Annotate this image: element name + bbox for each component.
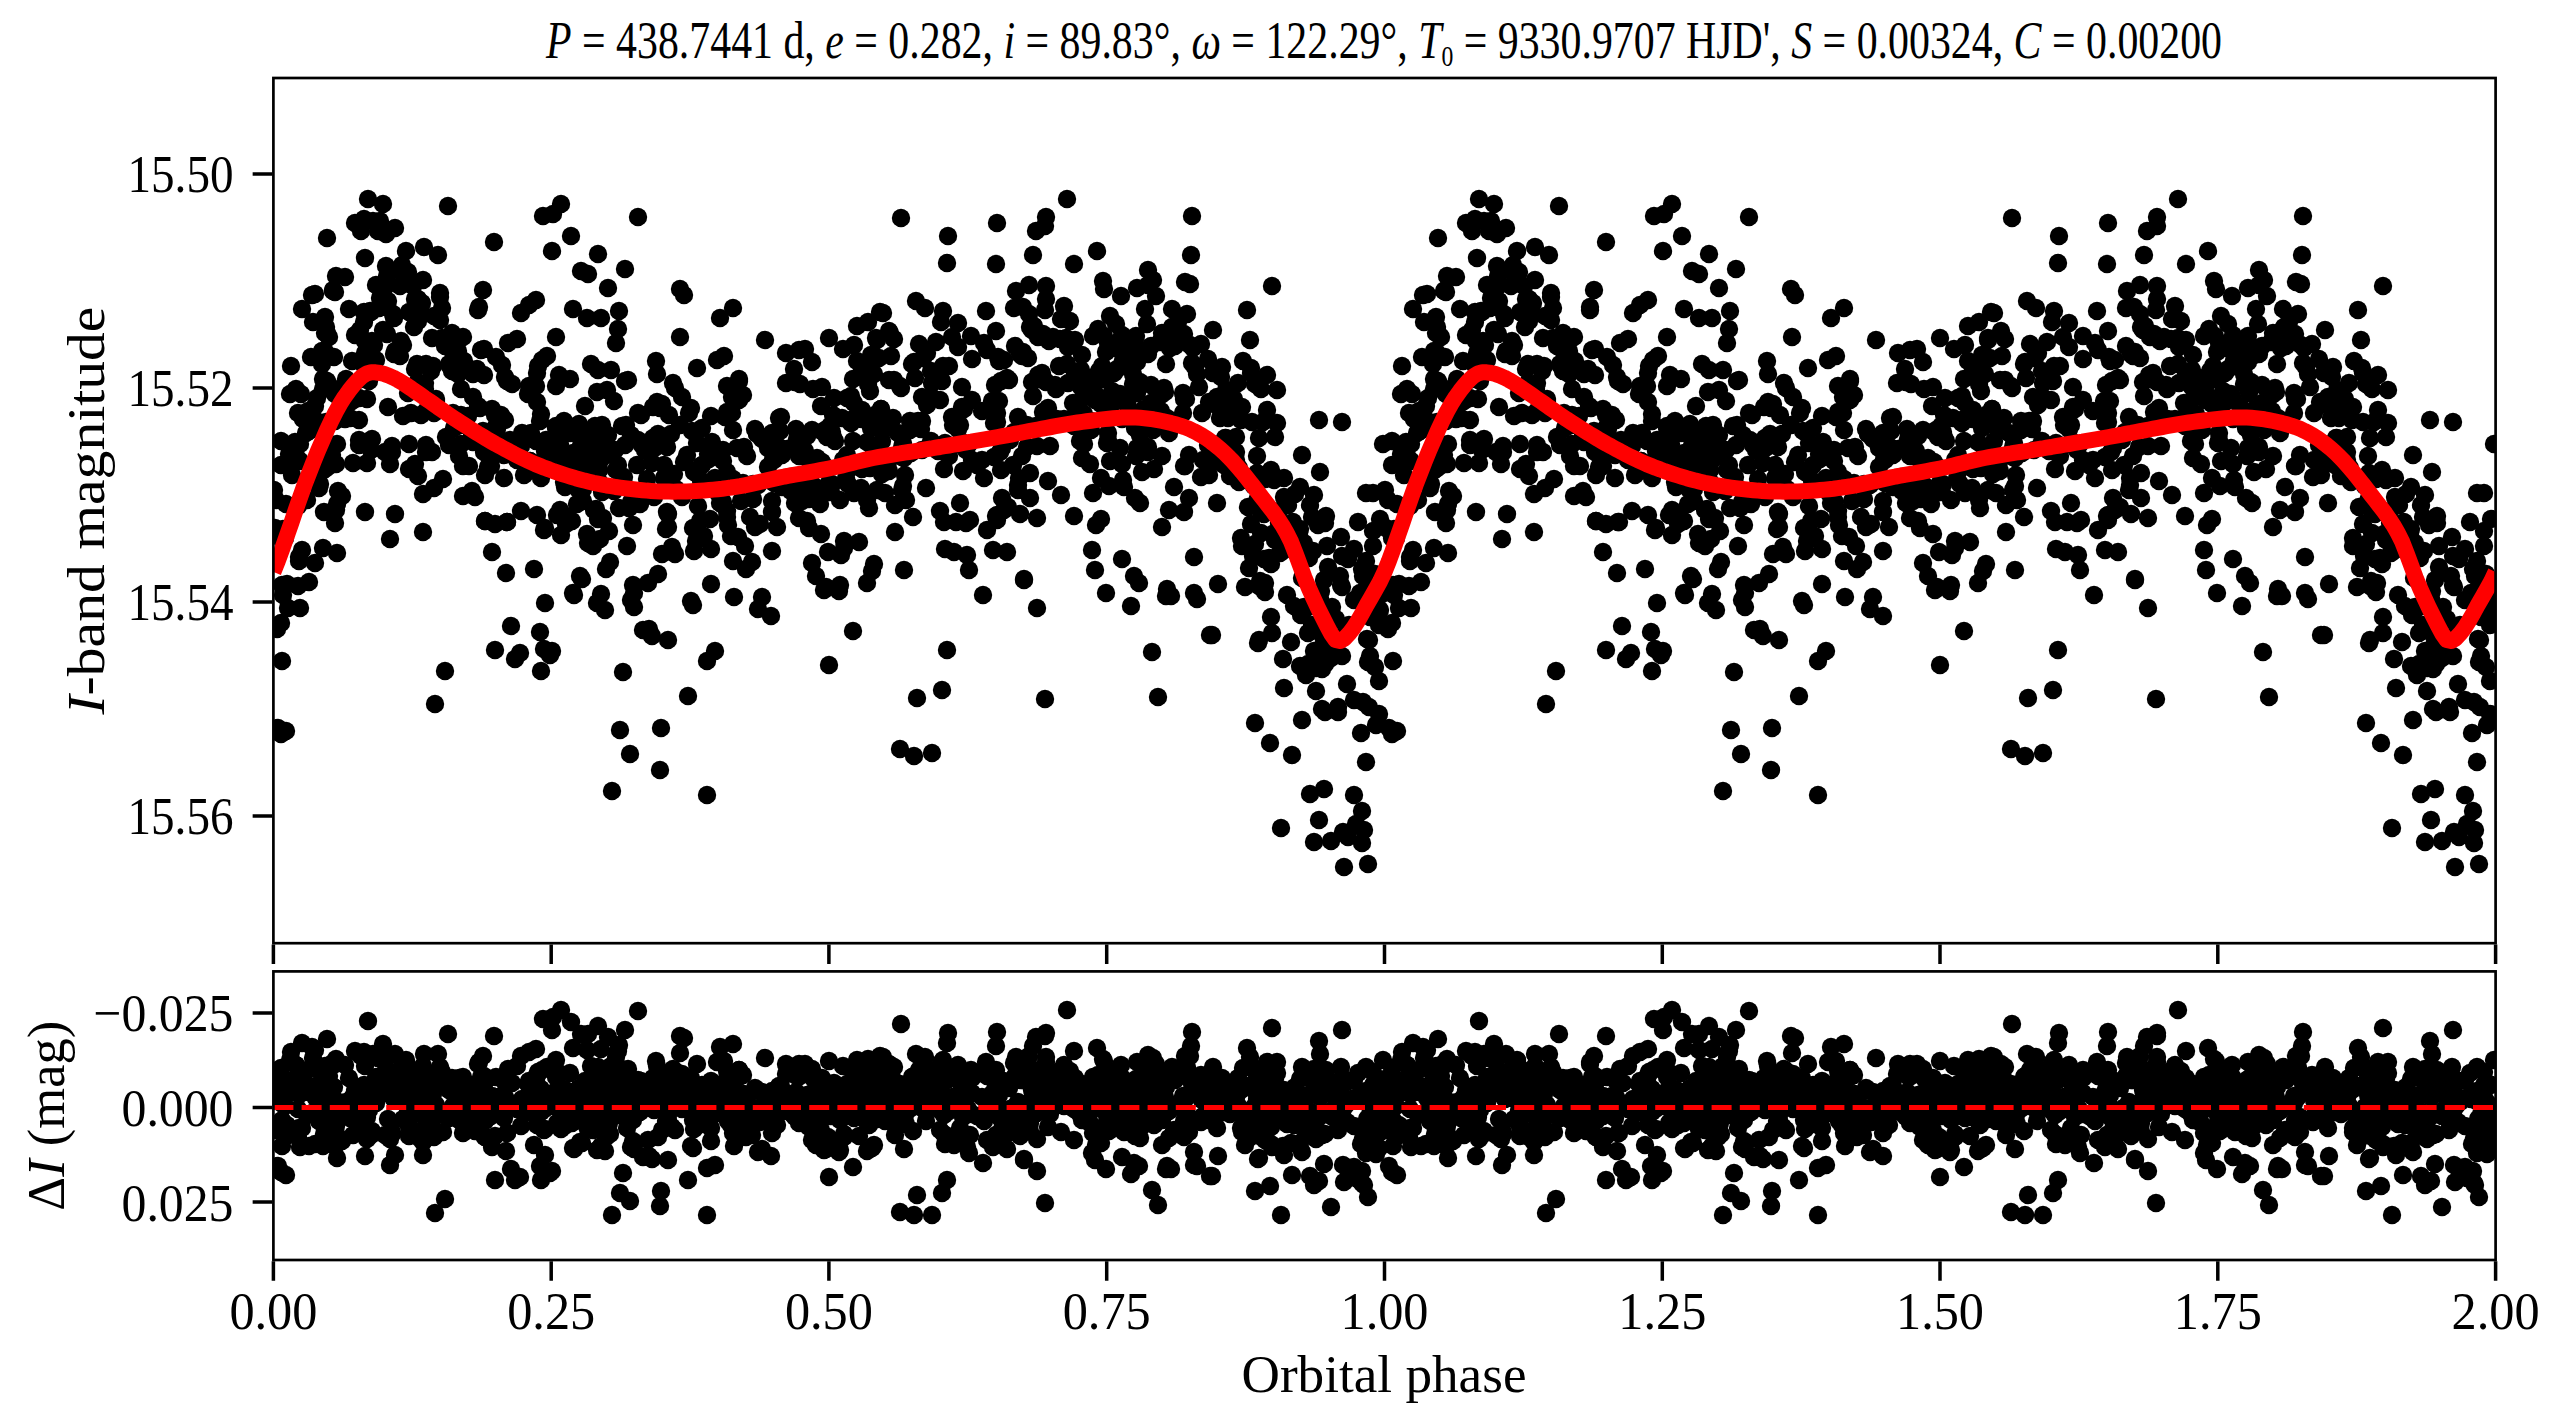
svg-text:0.50: 0.50: [785, 1282, 873, 1340]
svg-text:0.25: 0.25: [507, 1282, 595, 1340]
svg-text:Orbital phase: Orbital phase: [1242, 1345, 1527, 1403]
svg-text:0.75: 0.75: [1063, 1282, 1151, 1340]
svg-text:0.00: 0.00: [229, 1282, 317, 1340]
svg-text:−0.025: −0.025: [94, 984, 234, 1042]
svg-text:1.50: 1.50: [1896, 1282, 1984, 1340]
svg-text:15.50: 15.50: [128, 145, 234, 203]
svg-text:15.54: 15.54: [128, 573, 234, 631]
svg-text:P = 438.7441 d, e = 0.282, i =: P = 438.7441 d, e = 0.282, i = 89.83°, ω…: [545, 11, 2222, 72]
svg-text:I-band magnitude: I-band magnitude: [57, 307, 115, 716]
svg-text:0.025: 0.025: [122, 1174, 234, 1232]
svg-text:1.25: 1.25: [1618, 1282, 1706, 1340]
svg-text:2.00: 2.00: [2452, 1282, 2540, 1340]
svg-text:1.00: 1.00: [1341, 1282, 1429, 1340]
svg-text:15.56: 15.56: [128, 787, 234, 845]
svg-text:ΔI (mag): ΔI (mag): [17, 1021, 76, 1211]
svg-text:15.52: 15.52: [128, 359, 234, 417]
svg-text:0.000: 0.000: [122, 1079, 234, 1137]
svg-text:1.75: 1.75: [2174, 1282, 2262, 1340]
